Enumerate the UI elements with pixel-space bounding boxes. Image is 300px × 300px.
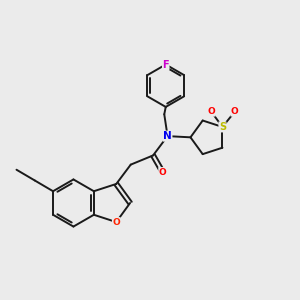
Text: O: O — [231, 107, 239, 116]
Text: S: S — [219, 122, 226, 132]
Text: O: O — [159, 167, 167, 176]
Text: O: O — [207, 107, 215, 116]
Text: N: N — [163, 131, 172, 141]
Text: F: F — [162, 59, 169, 70]
Text: O: O — [112, 218, 120, 226]
